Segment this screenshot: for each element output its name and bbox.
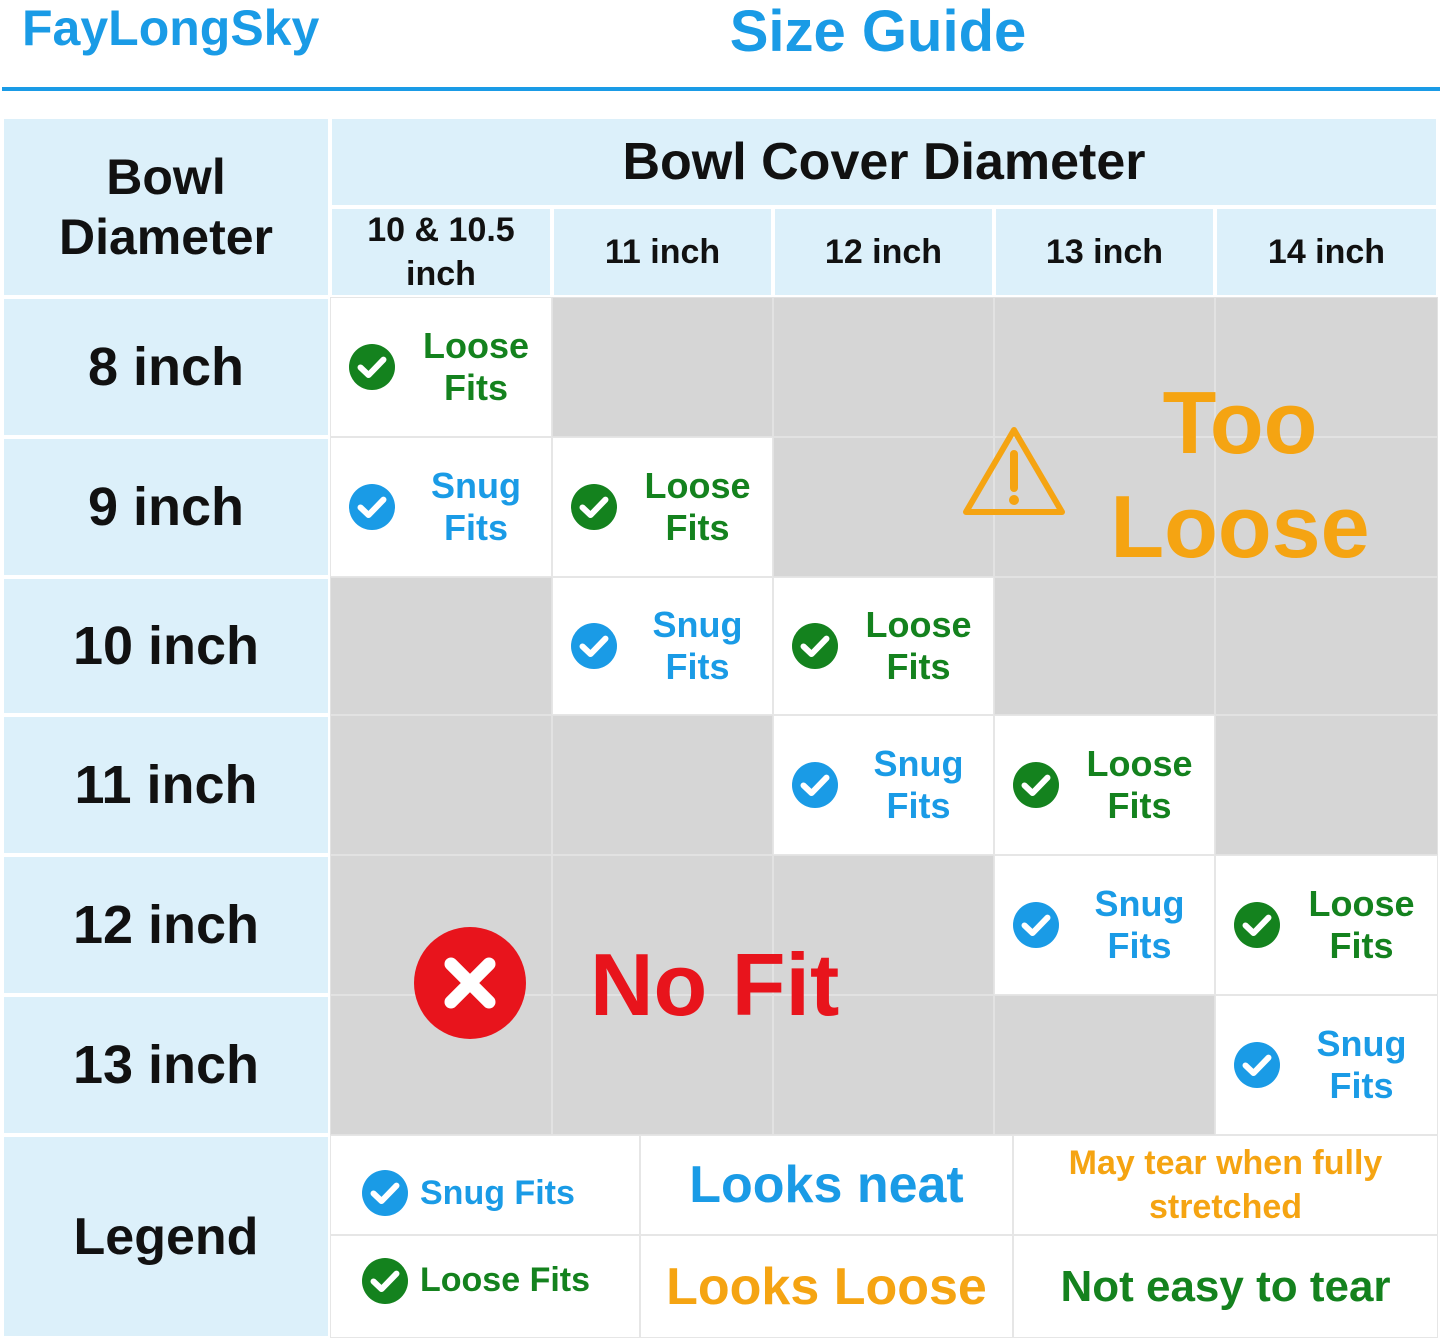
fit-icon [349, 484, 395, 530]
fit-label: Snug Fits [1316, 1023, 1407, 1106]
icon-check [1021, 914, 1051, 937]
empty-cell [1215, 715, 1438, 855]
column-header: 10 & 10.5 inch [330, 207, 552, 297]
fit-icon [792, 762, 838, 808]
legend-label: Snug Fits [420, 1173, 575, 1212]
fit-icon [571, 484, 617, 530]
icon-check [800, 635, 830, 658]
row-header: 8 inch [2, 297, 330, 437]
legend-note: Not easy to tear [1013, 1235, 1438, 1338]
corner-line: Bowl [106, 149, 226, 205]
legend-look: Looks Loose [640, 1235, 1013, 1338]
warning-dot [1009, 495, 1019, 505]
brand: FayLongSky [22, 0, 320, 56]
empty-cell [1215, 297, 1438, 437]
empty-cell [994, 297, 1215, 437]
fit-icon [571, 623, 617, 669]
icon-check [370, 1270, 400, 1292]
empty-cell [773, 297, 994, 437]
too-loose-label: Too Loose [1110, 373, 1370, 576]
header-rule [2, 87, 1440, 91]
row-header: 10 inch [2, 577, 330, 715]
fit-label: Loose Fits [423, 325, 530, 408]
empty-cell [1215, 437, 1438, 577]
warning-icon [963, 427, 1065, 515]
warning-triangle [963, 427, 1065, 515]
icon-check [579, 496, 609, 519]
fit-label: Loose Fits [865, 604, 972, 687]
icon-check [1021, 774, 1051, 797]
fit-icon [1013, 762, 1059, 808]
empty-cell [1215, 577, 1438, 715]
icon-circle [1013, 902, 1059, 948]
icon-check [1242, 1054, 1272, 1077]
fit-label: Loose Fits [1086, 743, 1193, 826]
fit-icon [1234, 902, 1280, 948]
legend-label: Loose Fits [420, 1261, 591, 1299]
fit-icon [1013, 902, 1059, 948]
column-header: 13 inch [994, 207, 1215, 297]
fit-icon [349, 344, 395, 390]
empty-cell [330, 577, 552, 715]
fit-label: Snug Fits [1094, 883, 1185, 966]
icon-check [357, 496, 387, 519]
legend-icon [362, 1170, 408, 1216]
icon-circle [1234, 1042, 1280, 1088]
empty-cell [552, 715, 773, 855]
fit-label: Snug Fits [431, 465, 521, 548]
empty-cell [552, 995, 773, 1135]
empty-cell [994, 995, 1215, 1135]
empty-cell [773, 995, 994, 1135]
icon-circle [362, 1170, 408, 1216]
fit-label: Loose Fits [644, 465, 751, 548]
legend-title: Legend [2, 1135, 330, 1338]
row-header: 11 inch [2, 715, 330, 855]
icon-circle [571, 484, 617, 530]
empty-cell [994, 577, 1215, 715]
icon-check [370, 1182, 400, 1205]
fit-icon [1234, 1042, 1280, 1088]
fit-label: Snug Fits [652, 604, 743, 687]
legend-icon [362, 1257, 408, 1304]
icon-check [579, 635, 609, 658]
icon-circle [362, 1257, 408, 1304]
column-header: 11 inch [552, 207, 773, 297]
page-title: Size Guide [729, 0, 1027, 64]
icon-circle [792, 623, 838, 669]
icon-circle [571, 623, 617, 669]
empty-cell [330, 715, 552, 855]
icon-circle [1234, 902, 1280, 948]
group-header: Bowl Cover Diameter [330, 117, 1438, 207]
icon-check [800, 774, 830, 797]
icon-circle [349, 484, 395, 530]
column-header: 12 inch [773, 207, 994, 297]
icon-check [357, 356, 387, 379]
legend-look: Looks neat [640, 1135, 1013, 1235]
corner-header: Bowl Diameter [2, 117, 330, 297]
icon-circle [349, 344, 395, 390]
empty-cell [552, 297, 773, 437]
icon-circle [1013, 762, 1059, 808]
no-fit-label: No Fit [590, 935, 840, 1034]
icon-check [1242, 914, 1272, 937]
row-header: 13 inch [2, 995, 330, 1135]
fit-icon [792, 623, 838, 669]
icon-circle [792, 762, 838, 808]
empty-cell [552, 855, 773, 995]
column-header: 14 inch [1215, 207, 1438, 297]
empty-cell [773, 855, 994, 995]
empty-cell [773, 437, 994, 577]
row-header: 12 inch [2, 855, 330, 995]
no-fit-icon [414, 927, 526, 1039]
fit-label: Snug Fits [873, 743, 964, 826]
corner-line: Diameter [59, 209, 273, 265]
fit-label: Loose Fits [1308, 883, 1415, 966]
row-header: 9 inch [2, 437, 330, 577]
no-fit-cross [444, 957, 496, 1009]
legend-note: May tear when fully stretched [1013, 1135, 1438, 1235]
